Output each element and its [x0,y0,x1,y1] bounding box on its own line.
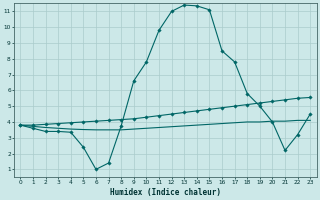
X-axis label: Humidex (Indice chaleur): Humidex (Indice chaleur) [110,188,221,197]
